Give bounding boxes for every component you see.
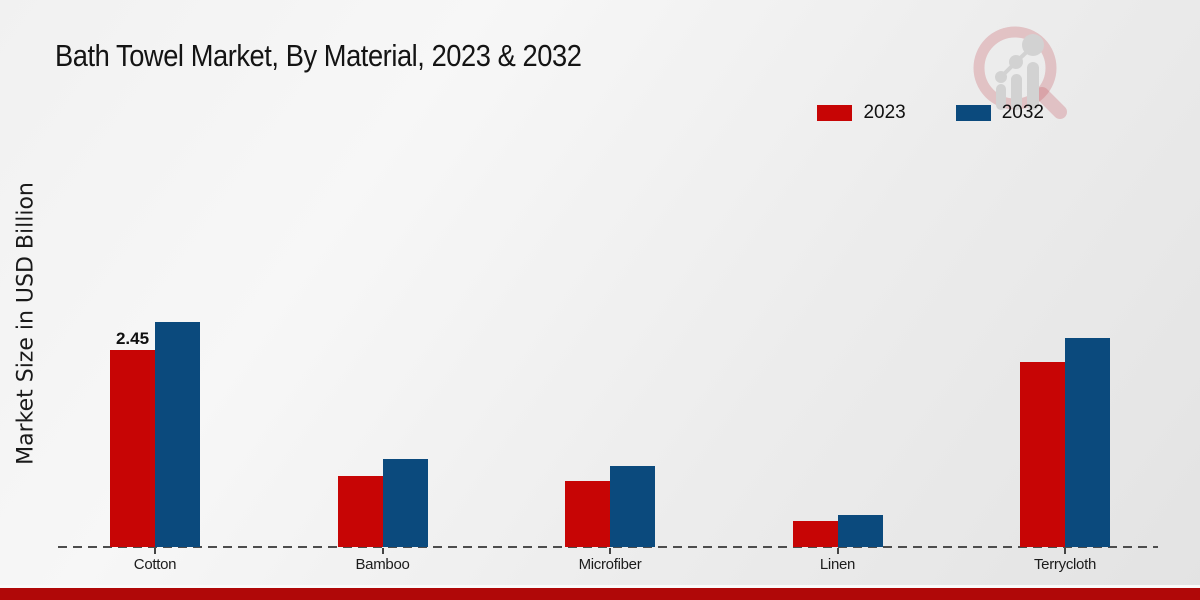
footer-accent-bar — [0, 588, 1200, 600]
legend-swatch-2023 — [817, 105, 853, 121]
footer-divider — [0, 585, 1200, 588]
bar-2023-linen — [792, 521, 838, 547]
category-label-bamboo: Bamboo — [355, 556, 410, 573]
x-axis-tick — [836, 548, 839, 554]
category-label-terrycloth: Terrycloth — [1033, 556, 1097, 573]
legend: 2023 2032 — [817, 102, 1044, 124]
x-axis-tick — [381, 548, 384, 554]
chart-title: Bath Towel Market, By Material, 2023 & 2… — [55, 38, 582, 73]
x-axis-tick — [154, 548, 156, 554]
x-axis-baseline — [58, 546, 1158, 548]
bar-2032-terrycloth — [1065, 337, 1110, 547]
legend-item-2023: 2023 — [817, 102, 906, 124]
bar-2032-linen — [837, 514, 883, 547]
bar-2023-bamboo — [337, 476, 383, 547]
bar-2032-bamboo — [382, 459, 428, 547]
bar-2032-cotton — [155, 321, 200, 547]
legend-item-2032: 2032 — [955, 102, 1044, 124]
legend-label-2032: 2032 — [1001, 102, 1044, 123]
category-label-microfiber: Microfiber — [578, 556, 642, 573]
bar-2032-microfiber — [610, 465, 655, 547]
category-label-cotton: Cotton — [133, 556, 177, 573]
bar-2023-microfiber — [565, 481, 610, 547]
x-axis-tick — [1064, 548, 1066, 554]
legend-label-2023: 2023 — [863, 102, 906, 123]
legend-swatch-2032 — [955, 105, 991, 121]
category-label-linen: Linen — [819, 556, 856, 573]
x-axis-tick — [609, 548, 611, 554]
bar-2023-cotton — [110, 350, 155, 547]
bar-2023-terrycloth — [1020, 362, 1065, 547]
magnifier-growth-chart-logo-icon — [973, 26, 1067, 119]
data-label-2023-cotton: 2.45 — [115, 329, 150, 349]
